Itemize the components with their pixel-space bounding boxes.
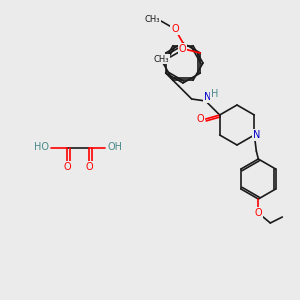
Text: O: O <box>178 44 186 54</box>
Text: N: N <box>204 92 212 102</box>
Text: O: O <box>85 162 93 172</box>
Text: O: O <box>197 114 205 124</box>
Text: O: O <box>254 208 262 218</box>
Text: N: N <box>253 130 260 140</box>
Text: HO: HO <box>34 142 49 152</box>
Text: H: H <box>211 89 218 99</box>
Text: O: O <box>63 162 71 172</box>
Text: CH₃: CH₃ <box>154 55 169 64</box>
Text: O: O <box>171 24 179 34</box>
Text: CH₃: CH₃ <box>145 14 160 23</box>
Text: OH: OH <box>108 142 123 152</box>
